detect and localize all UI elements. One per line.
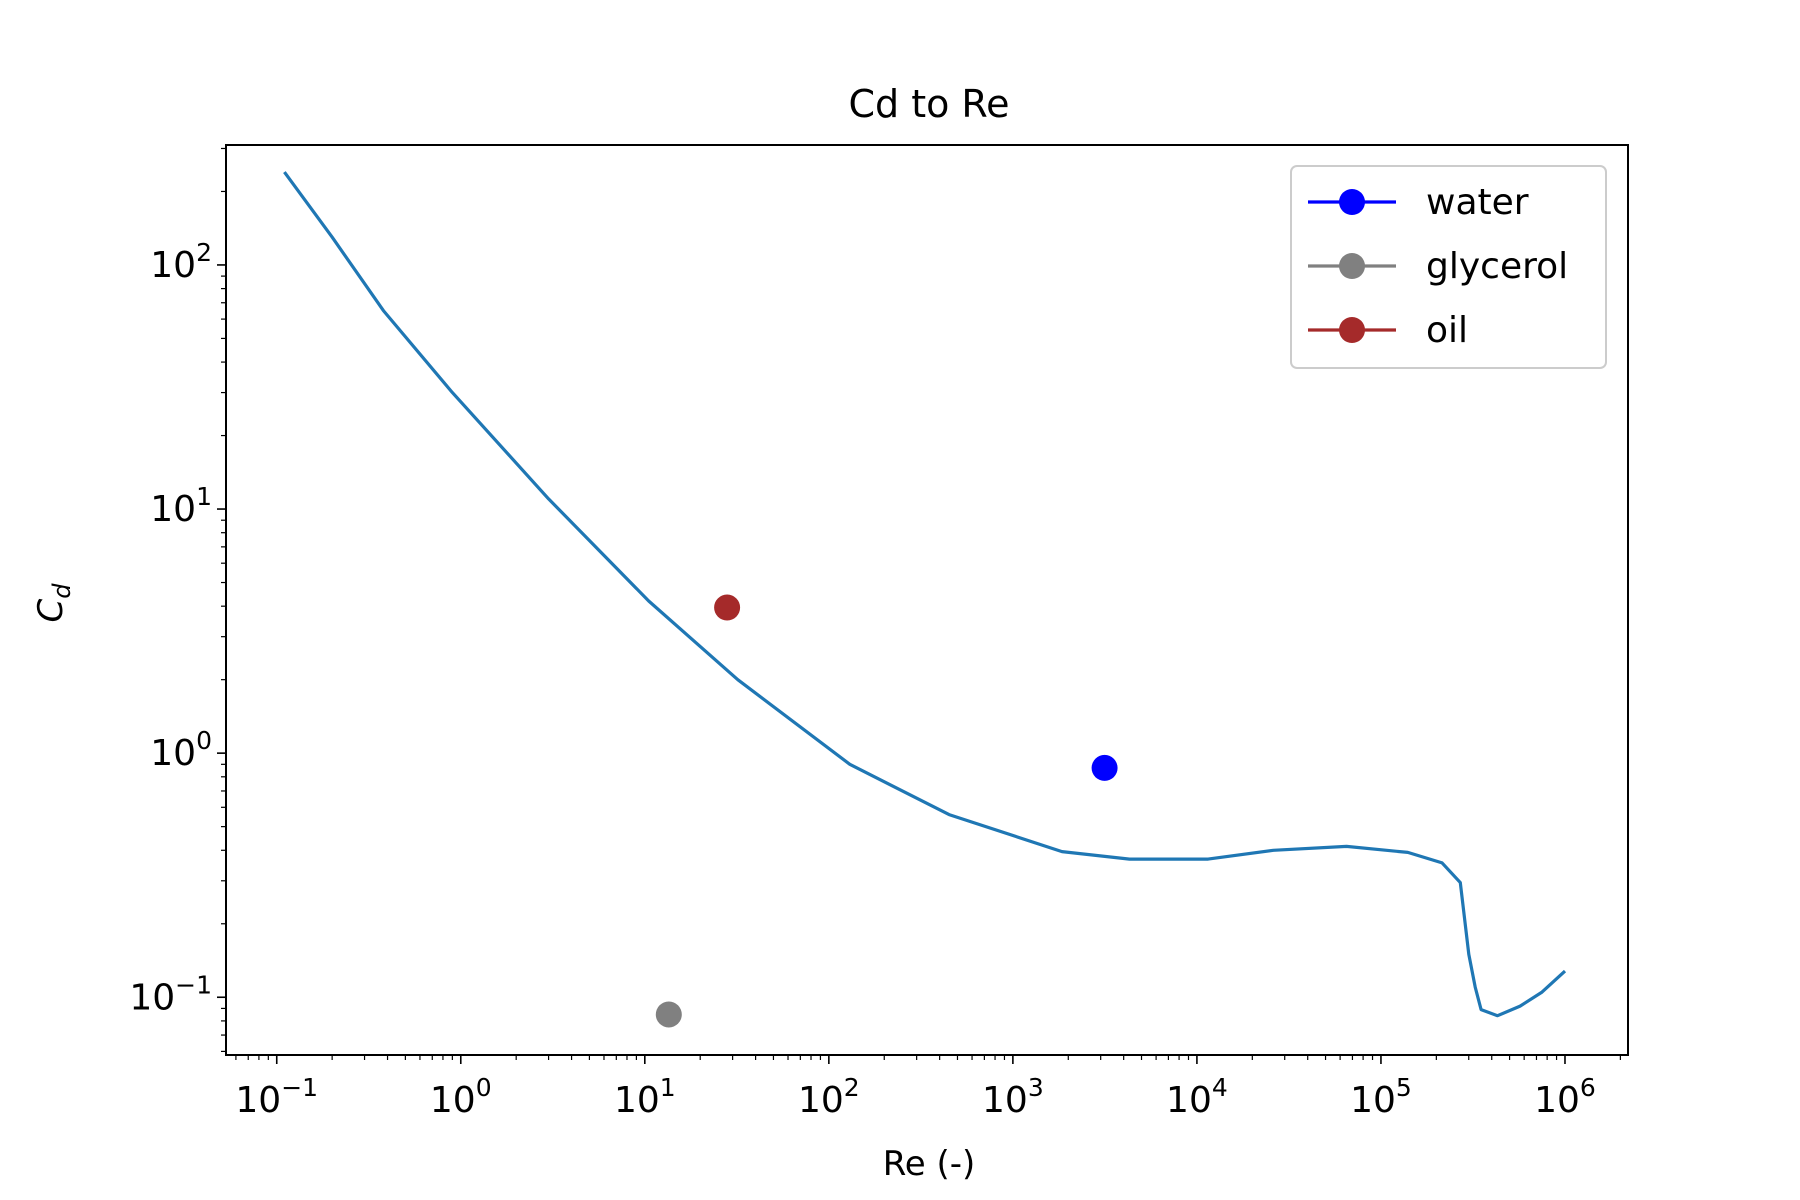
- x-axis: 10−1 100 101 102 103 104 105 106: [235, 1055, 1621, 1121]
- legend: water glycerol oil: [1290, 165, 1607, 369]
- plot-frame: [225, 144, 1629, 1056]
- y-tick-label: 102: [150, 238, 212, 286]
- y-tick-label: 101: [150, 482, 212, 530]
- x-tick-label: 106: [1534, 1073, 1596, 1121]
- legend-marker-oil: [1339, 317, 1365, 343]
- x-tick-label: 10−1: [235, 1073, 318, 1121]
- plot-area: [225, 144, 1629, 1056]
- x-tick-label: 103: [982, 1073, 1044, 1121]
- legend-box: [1290, 165, 1607, 369]
- chart-title: Cd to Re: [848, 82, 1009, 126]
- y-axis: 10−1 100 101 102: [129, 147, 226, 1053]
- x-tick-label: 105: [1350, 1073, 1412, 1121]
- data-point-glycerol: [655, 1001, 682, 1028]
- legend-marker-water: [1339, 189, 1365, 215]
- data-point-oil: [714, 594, 741, 621]
- legend-marker-glycerol: [1339, 253, 1365, 279]
- y-tick-label: 10−1: [129, 970, 212, 1018]
- x-tick-label: 100: [430, 1073, 492, 1121]
- data-point-water: [1091, 754, 1118, 781]
- legend-label-oil: oil: [1426, 310, 1468, 351]
- x-axis-label: Re (-): [883, 1144, 976, 1184]
- x-tick-label: 104: [1166, 1073, 1228, 1121]
- legend-label-water: water: [1426, 182, 1529, 223]
- y-axis-label: Cd: [31, 583, 76, 623]
- legend-label-glycerol: glycerol: [1426, 246, 1568, 287]
- y-tick-label: 100: [150, 726, 212, 774]
- x-tick-label: 102: [798, 1073, 860, 1121]
- drag-curve-line: [283, 171, 1567, 1018]
- x-tick-label: 101: [614, 1073, 676, 1121]
